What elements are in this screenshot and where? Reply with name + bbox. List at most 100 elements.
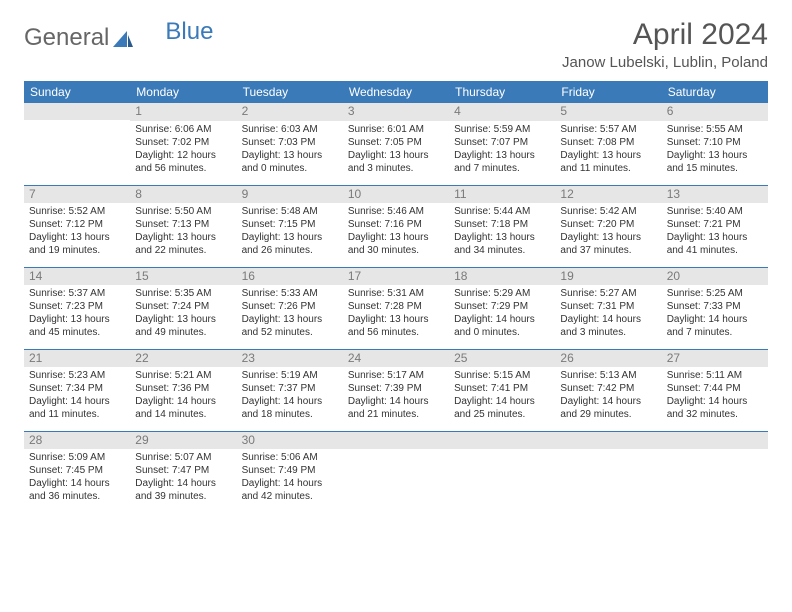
title-block: April 2024 Janow Lubelski, Lublin, Polan… [562,18,768,71]
calendar-cell: 11Sunrise: 5:44 AMSunset: 7:18 PMDayligh… [449,185,555,267]
calendar-cell: 20Sunrise: 5:25 AMSunset: 7:33 PMDayligh… [662,267,768,349]
day-number: 7 [24,186,130,204]
day-details: Sunrise: 5:35 AMSunset: 7:24 PMDaylight:… [135,287,231,339]
day-number: 13 [662,186,768,204]
day-number: 15 [130,268,236,286]
calendar-cell: 26Sunrise: 5:13 AMSunset: 7:42 PMDayligh… [555,349,661,431]
calendar-cell: 10Sunrise: 5:46 AMSunset: 7:16 PMDayligh… [343,185,449,267]
day-number: 6 [662,103,768,121]
calendar-cell: 2 Sunrise: 6:03 AMSunset: 7:03 PMDaylight… [237,103,343,185]
calendar-cell: 12Sunrise: 5:42 AMSunset: 7:20 PMDayligh… [555,185,661,267]
calendar-cell: 29Sunrise: 5:07 AMSunset: 7:47 PMDayligh… [130,431,236,513]
day-details: Sunrise: 5:23 AMSunset: 7:34 PMDaylight:… [29,369,125,421]
day-details: Sunrise: 5:19 AMSunset: 7:37 PMDaylight:… [242,369,338,421]
day-number: 12 [555,186,661,204]
calendar-cell: 13Sunrise: 5:40 AMSunset: 7:21 PMDayligh… [662,185,768,267]
calendar-cell-empty [449,431,555,513]
day-number: 21 [24,350,130,368]
calendar-cell: 18Sunrise: 5:29 AMSunset: 7:29 PMDayligh… [449,267,555,349]
calendar-cell: 19Sunrise: 5:27 AMSunset: 7:31 PMDayligh… [555,267,661,349]
calendar-cell: 4Sunrise: 5:59 AMSunset: 7:07 PMDaylight… [449,103,555,185]
day-details: Sunrise: 5:31 AMSunset: 7:28 PMDaylight:… [348,287,444,339]
calendar-cell: 28Sunrise: 5:09 AMSunset: 7:45 PMDayligh… [24,431,130,513]
day-details: Sunrise: 5:33 AMSunset: 7:26 PMDaylight:… [242,287,338,339]
day-details: Sunrise: 5:37 AMSunset: 7:23 PMDaylight:… [29,287,125,339]
day-details: Sunrise: 5:44 AMSunset: 7:18 PMDaylight:… [454,205,550,257]
calendar-cell-empty [662,431,768,513]
day-number: 5 [555,103,661,121]
day-number: 17 [343,268,449,286]
day-details: Sunrise: 5:17 AMSunset: 7:39 PMDaylight:… [348,369,444,421]
calendar-body: 1 Sunrise: 6:06 AMSunset: 7:02 PMDaylight… [24,103,768,513]
calendar-table: SundayMondayTuesdayWednesdayThursdayFrid… [24,81,768,513]
calendar-cell: 7Sunrise: 5:52 AMSunset: 7:12 PMDaylight… [24,185,130,267]
day-details: Sunrise: 5:21 AMSunset: 7:36 PMDaylight:… [135,369,231,421]
day-details: Sunrise: 5:27 AMSunset: 7:31 PMDaylight:… [560,287,656,339]
logo-text-2: Blue [165,18,213,46]
day-header-row: SundayMondayTuesdayWednesdayThursdayFrid… [24,81,768,103]
calendar-cell-empty [343,431,449,513]
calendar-cell: 24Sunrise: 5:17 AMSunset: 7:39 PMDayligh… [343,349,449,431]
calendar-row: 14Sunrise: 5:37 AMSunset: 7:23 PMDayligh… [24,267,768,349]
day-header: Wednesday [343,81,449,103]
day-header: Thursday [449,81,555,103]
calendar-cell: 25Sunrise: 5:15 AMSunset: 7:41 PMDayligh… [449,349,555,431]
day-details: Sunrise: 6:03 AMSunset: 7:03 PMDaylight:… [242,123,338,175]
day-number: 25 [449,350,555,368]
location-text: Janow Lubelski, Lublin, Poland [562,54,768,71]
day-number: 2 [237,103,343,121]
day-details: Sunrise: 5:07 AMSunset: 7:47 PMDaylight:… [135,451,231,503]
page-header: General Blue April 2024 Janow Lubelski, … [24,18,768,71]
day-number: 11 [449,186,555,204]
calendar-cell: 30Sunrise: 5:06 AMSunset: 7:49 PMDayligh… [237,431,343,513]
day-number: 20 [662,268,768,286]
calendar-cell: 8Sunrise: 5:50 AMSunset: 7:13 PMDaylight… [130,185,236,267]
day-header: Friday [555,81,661,103]
day-details: Sunrise: 5:52 AMSunset: 7:12 PMDaylight:… [29,205,125,257]
day-details: Sunrise: 5:46 AMSunset: 7:16 PMDaylight:… [348,205,444,257]
day-details: Sunrise: 5:40 AMSunset: 7:21 PMDaylight:… [667,205,763,257]
day-header: Monday [130,81,236,103]
day-details: Sunrise: 5:11 AMSunset: 7:44 PMDaylight:… [667,369,763,421]
day-number: 1 [130,103,236,121]
calendar-cell: 17Sunrise: 5:31 AMSunset: 7:28 PMDayligh… [343,267,449,349]
day-number: 27 [662,350,768,368]
day-details: Sunrise: 5:15 AMSunset: 7:41 PMDaylight:… [454,369,550,421]
sail-icon [113,26,133,42]
calendar-cell: 3Sunrise: 6:01 AMSunset: 7:05 PMDaylight… [343,103,449,185]
day-number: 14 [24,268,130,286]
calendar-cell: 16Sunrise: 5:33 AMSunset: 7:26 PMDayligh… [237,267,343,349]
calendar-cell-empty [555,431,661,513]
month-title: April 2024 [562,18,768,52]
calendar-cell: 5 Sunrise: 5:57 AMSunset: 7:08 PMDaylight… [555,103,661,185]
day-header: Tuesday [237,81,343,103]
calendar-row: 7Sunrise: 5:52 AMSunset: 7:12 PMDaylight… [24,185,768,267]
day-number: 8 [130,186,236,204]
day-number: 22 [130,350,236,368]
calendar-cell: 21Sunrise: 5:23 AMSunset: 7:34 PMDayligh… [24,349,130,431]
calendar-cell: 23Sunrise: 5:19 AMSunset: 7:37 PMDayligh… [237,349,343,431]
day-details: Sunrise: 5:57 AMSunset: 7:08 PMDaylight:… [560,123,656,175]
day-details: Sunrise: 6:01 AMSunset: 7:05 PMDaylight:… [348,123,444,175]
day-details: Sunrise: 5:55 AMSunset: 7:10 PMDaylight:… [667,123,763,175]
calendar-cell-empty [24,103,130,185]
day-details: Sunrise: 5:13 AMSunset: 7:42 PMDaylight:… [560,369,656,421]
logo-text-1: General [24,24,109,52]
day-number: 10 [343,186,449,204]
day-details: Sunrise: 5:06 AMSunset: 7:49 PMDaylight:… [242,451,338,503]
day-details: Sunrise: 5:42 AMSunset: 7:20 PMDaylight:… [560,205,656,257]
day-number: 23 [237,350,343,368]
day-details: Sunrise: 5:50 AMSunset: 7:13 PMDaylight:… [135,205,231,257]
day-details: Sunrise: 5:09 AMSunset: 7:45 PMDaylight:… [29,451,125,503]
day-number: 18 [449,268,555,286]
day-header: Saturday [662,81,768,103]
calendar-cell: 22Sunrise: 5:21 AMSunset: 7:36 PMDayligh… [130,349,236,431]
day-number: 16 [237,268,343,286]
calendar-cell: 15Sunrise: 5:35 AMSunset: 7:24 PMDayligh… [130,267,236,349]
calendar-cell: 9Sunrise: 5:48 AMSunset: 7:15 PMDaylight… [237,185,343,267]
day-number: 28 [24,432,130,450]
day-details: Sunrise: 6:06 AMSunset: 7:02 PMDaylight:… [135,123,231,175]
calendar-row: 21Sunrise: 5:23 AMSunset: 7:34 PMDayligh… [24,349,768,431]
calendar-cell: 6 Sunrise: 5:55 AMSunset: 7:10 PMDaylight… [662,103,768,185]
day-number: 9 [237,186,343,204]
